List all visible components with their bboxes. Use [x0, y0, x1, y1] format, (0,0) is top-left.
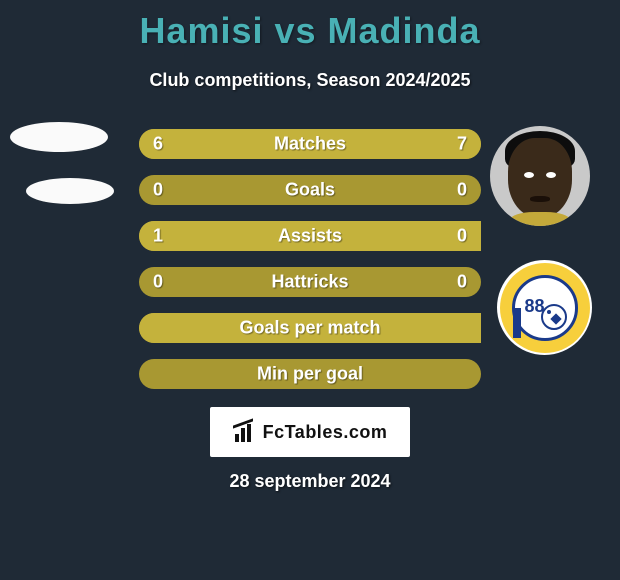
stat-label: Hattricks [271, 272, 348, 293]
stat-label: Assists [278, 226, 342, 247]
stat-bar: Hattricks 0 0 [139, 267, 481, 297]
stat-value-right: 7 [457, 134, 467, 155]
fctables-logo-icon [233, 420, 257, 444]
stat-value-left: 6 [153, 134, 163, 155]
stat-label: Matches [274, 134, 346, 155]
brand-text: FcTables.com [263, 422, 388, 443]
stat-bar: Assists 1 0 [139, 221, 481, 251]
player-left-avatar [10, 122, 108, 152]
snapshot-date: 28 september 2024 [0, 471, 620, 492]
stat-bar: Goals 0 0 [139, 175, 481, 205]
soccer-ball-icon [541, 304, 567, 330]
player-face-graphic [490, 126, 590, 226]
stat-label: Min per goal [257, 364, 363, 385]
club-ring: 88 [500, 263, 590, 353]
stat-value-left: 0 [153, 272, 163, 293]
stat-label: Goals [285, 180, 335, 201]
player-collar [510, 212, 570, 226]
comparison-card: Hamisi vs Madinda Club competitions, Sea… [0, 0, 620, 580]
stat-value-right: 0 [457, 226, 467, 247]
stat-bar: Matches 6 7 [139, 129, 481, 159]
stat-value-right: 0 [457, 272, 467, 293]
page-title: Hamisi vs Madinda [0, 0, 620, 52]
stat-label: Goals per match [239, 318, 380, 339]
club-inner: 88 [512, 275, 578, 341]
brand-badge: FcTables.com [210, 407, 410, 457]
stat-value-left: 0 [153, 180, 163, 201]
stat-bar: Goals per match [139, 313, 481, 343]
player-left-club-logo [26, 178, 114, 204]
stat-value-right: 0 [457, 180, 467, 201]
player-right-club-logo: 88 [497, 260, 592, 355]
stat-value-left: 1 [153, 226, 163, 247]
subtitle: Club competitions, Season 2024/2025 [0, 70, 620, 91]
player-right-avatar [490, 126, 590, 226]
stat-bar: Min per goal [139, 359, 481, 389]
